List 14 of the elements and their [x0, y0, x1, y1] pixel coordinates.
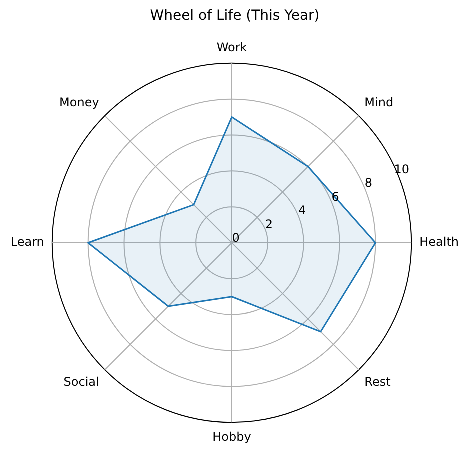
- spoke-label: Hobby: [212, 430, 252, 444]
- chart-title: Wheel of Life (This Year): [150, 8, 320, 24]
- y-tick-label: 8: [364, 176, 373, 190]
- spoke-label: Learn: [10, 235, 44, 250]
- spoke-label: Health: [420, 235, 459, 250]
- spoke-label: Social: [64, 374, 100, 389]
- spoke-label: Money: [60, 95, 100, 110]
- spoke-label: Work: [216, 40, 248, 54]
- spoke-label: Mind: [364, 95, 394, 110]
- spoke-label: Rest: [364, 374, 392, 389]
- y-tick-label: 0: [232, 231, 240, 246]
- y-tick-label: 2: [265, 217, 274, 232]
- y-tick-label: 4: [298, 204, 306, 218]
- y-tick-label: 10: [394, 162, 410, 176]
